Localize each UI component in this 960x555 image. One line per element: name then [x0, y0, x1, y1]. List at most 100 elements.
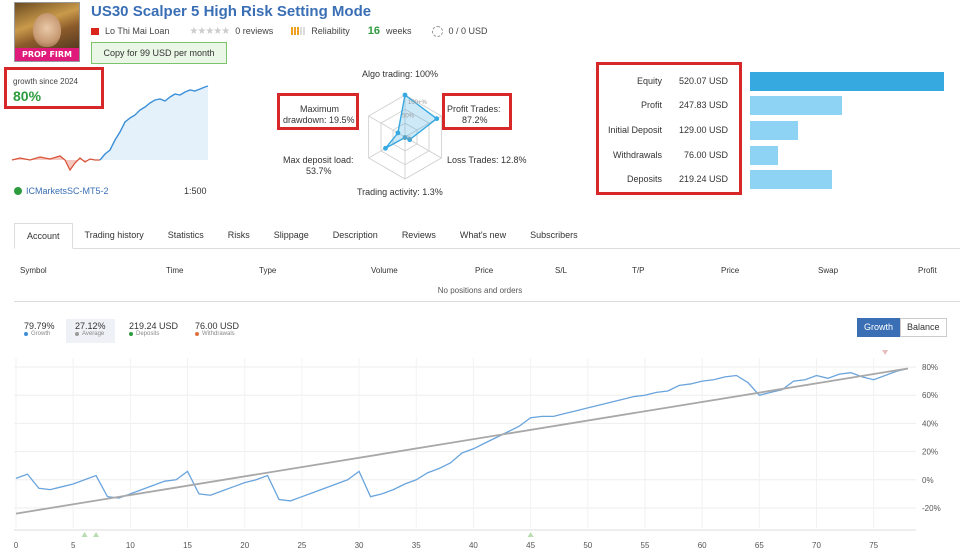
series-growth-line: [15, 367, 909, 502]
growth-toggle-button[interactable]: Growth: [857, 318, 901, 337]
y-tick-label: 40%: [922, 419, 938, 428]
x-tick-label: 10: [126, 541, 135, 550]
stat-bar: [750, 96, 842, 115]
reliability-label: Reliability: [311, 26, 350, 36]
stat-row: Initial Deposit 129.00 USD: [600, 125, 736, 135]
mini-growth-chart: [11, 85, 209, 172]
stat-label: Profit: [640, 100, 662, 110]
section-divider: [14, 301, 960, 302]
tab-risks[interactable]: Risks: [227, 230, 250, 240]
broker-row: ICMarketsSC-MT5-2: [14, 186, 109, 196]
radar-point: [434, 116, 440, 122]
column-header[interactable]: Type: [259, 266, 277, 275]
x-tick-label: 25: [297, 541, 306, 550]
avatar-face: [33, 13, 61, 47]
legend-sub: Withdrawals: [195, 331, 239, 337]
stat-row: Equity 520.07 USD: [600, 76, 736, 86]
stat-value: 76.00 USD: [683, 150, 728, 160]
no-positions-message: No positions and orders: [437, 286, 523, 295]
growth-highlight: [4, 67, 104, 109]
radar-label-activity: Trading activity: 1.3%: [357, 187, 443, 197]
x-tick-label: 15: [183, 541, 192, 550]
column-header[interactable]: S/L: [555, 266, 568, 275]
radar-point: [407, 137, 413, 143]
x-tick-label: 60: [698, 541, 707, 550]
legend-label: Deposits: [136, 331, 160, 337]
column-header[interactable]: Price: [721, 266, 740, 275]
x-tick-label: 20: [240, 541, 249, 550]
stat-bar: [750, 121, 798, 140]
column-header[interactable]: Volume: [371, 266, 398, 275]
chart-mode-toggle: Growth Balance: [857, 318, 947, 337]
withdrawal-marker[interactable]: [882, 350, 889, 355]
subscribers-icon: [431, 25, 443, 37]
tab-reviews[interactable]: Reviews: [401, 230, 436, 240]
column-header[interactable]: T/P: [632, 266, 645, 275]
legend-average[interactable]: 27.12% Average: [66, 319, 115, 343]
author-name[interactable]: Lo Thi Mai Loan: [105, 26, 170, 36]
radar-point: [383, 145, 388, 151]
rating-stars-icon: ★★★★★: [189, 25, 230, 37]
legend-dot-icon: [195, 332, 199, 336]
x-tick-label: 45: [526, 541, 535, 550]
tab-bar: Account Trading history Statistics Risks Sli…: [14, 223, 960, 249]
y-tick-label: 20%: [922, 448, 938, 457]
legend-value: 27.12%: [75, 321, 106, 331]
tab-slippage[interactable]: Slippage: [273, 230, 309, 240]
deposit-marker[interactable]: [93, 532, 100, 537]
radar-scale-50: 50%: [402, 113, 415, 119]
radar-point: [402, 92, 408, 98]
tab-subscribers[interactable]: Subscribers: [530, 230, 578, 240]
stat-label: Withdrawals: [612, 150, 662, 160]
radar-scale-0: 0%: [403, 136, 412, 142]
legend-value: 79.79%: [24, 321, 55, 331]
x-tick-label: 30: [355, 541, 364, 550]
y-tick-label: 80%: [922, 363, 938, 372]
stat-label: Deposits: [626, 174, 662, 184]
column-header[interactable]: Swap: [818, 266, 839, 275]
x-tick-label: 70: [812, 541, 821, 550]
tab-trading-history[interactable]: Trading history: [84, 230, 144, 240]
growth-label: growth since 2024: [13, 77, 78, 86]
author-avatar[interactable]: PROP FIRM: [14, 2, 80, 62]
mini-chart-loss-area: [12, 156, 100, 170]
y-tick-label: 0%: [922, 476, 934, 485]
legend-deposits[interactable]: 219.24 USD Deposits: [120, 319, 187, 343]
tab-description[interactable]: Description: [332, 230, 378, 240]
stat-bar: [750, 146, 778, 165]
stat-row: Deposits 219.24 USD: [600, 174, 736, 184]
broker-name[interactable]: ICMarketsSC-MT5-2: [26, 186, 109, 196]
legend-label: Withdrawals: [202, 331, 235, 337]
stat-bar: [750, 72, 944, 91]
column-header[interactable]: Time: [166, 266, 184, 275]
radar-label-profit-trades-title: Profit Trades:: [447, 104, 501, 114]
radar-point: [395, 130, 401, 136]
stat-bar: [750, 170, 832, 189]
legend-label: Average: [82, 331, 105, 337]
mini-chart-growth-line: [99, 85, 209, 161]
column-header[interactable]: Price: [475, 266, 494, 275]
column-header[interactable]: Symbol: [20, 266, 47, 275]
tab-what-s-new[interactable]: What's new: [459, 230, 507, 240]
stat-label: Equity: [636, 76, 662, 86]
column-header[interactable]: Profit: [918, 266, 937, 275]
leverage-value: 1:500: [184, 186, 207, 196]
x-tick-label: 55: [641, 541, 650, 550]
tab-statistics[interactable]: Statistics: [167, 230, 204, 240]
profit-trades-highlight: [442, 93, 512, 130]
stat-value: 219.24 USD: [678, 174, 728, 184]
weeks-count: 16: [367, 25, 380, 37]
y-tick-label: 60%: [922, 391, 938, 400]
x-tick-label: 50: [583, 541, 592, 550]
legend-growth[interactable]: 79.79% Growth: [15, 319, 64, 343]
legend-withdrawals[interactable]: 76.00 USD Withdrawals: [186, 319, 248, 343]
tab-account[interactable]: Account: [14, 223, 73, 249]
deposit-marker[interactable]: [81, 532, 88, 537]
copy-button[interactable]: Copy for 99 USD per month: [91, 42, 227, 64]
deposit-marker[interactable]: [527, 532, 534, 537]
signal-title[interactable]: US30 Scalper 5 High Risk Setting Mode: [91, 3, 372, 20]
reviews-link[interactable]: 0 reviews: [235, 26, 274, 36]
legend-sub: Deposits: [129, 331, 178, 337]
legend-dot-icon: [129, 332, 133, 336]
balance-toggle-button[interactable]: Balance: [900, 318, 947, 337]
